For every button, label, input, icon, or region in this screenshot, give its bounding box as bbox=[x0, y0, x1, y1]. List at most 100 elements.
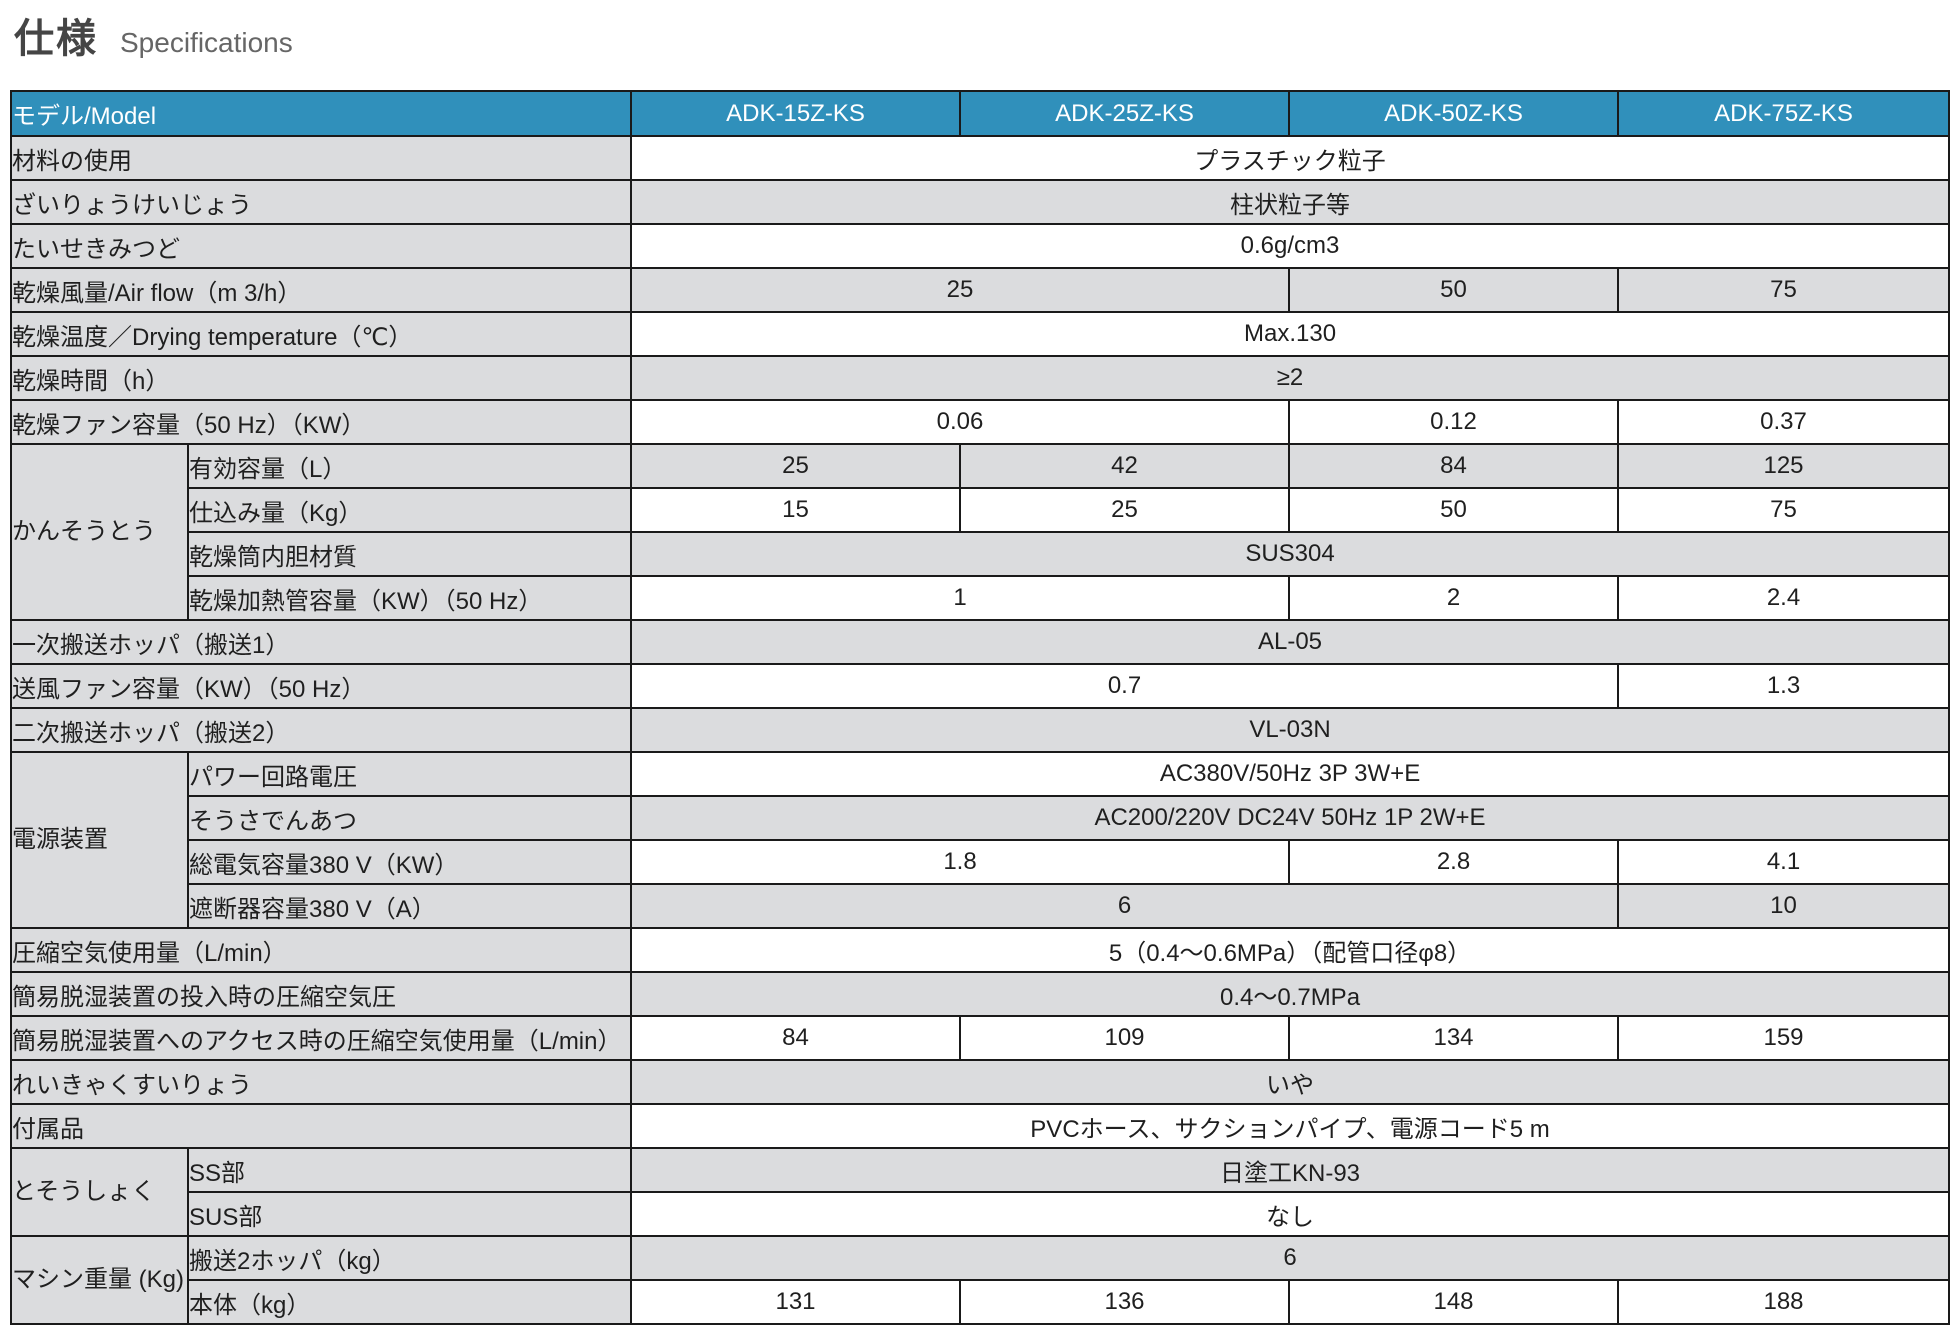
table-row: 簡易脱湿装置の投入時の圧縮空気圧 0.4〜0.7MPa bbox=[9, 971, 1951, 1017]
value-cell: 25 bbox=[630, 267, 1291, 313]
row-label-cell: 乾燥加熱管容量（KW）（50 Hz） bbox=[186, 575, 633, 621]
table-row: とそうしょく SS部 日塗工KN-93 bbox=[10, 1147, 1951, 1237]
value-cell: 188 bbox=[1617, 1279, 1951, 1325]
value-cell: 42 bbox=[959, 443, 1291, 489]
value-cell: いや bbox=[630, 1059, 1951, 1105]
table-row: 二次搬送ホッパ（搬送2） VL-03N bbox=[9, 707, 1951, 753]
row-label-cell: 乾燥ファン容量（50 Hz）（KW） bbox=[9, 399, 633, 445]
table-row: 電源装置 パワー回路電圧 AC380V/50Hz 3P 3W+E bbox=[10, 751, 1951, 929]
table-header-row: モデル/Model ADK-15Z-KS ADK-25Z-KS ADK-50Z-… bbox=[9, 90, 1951, 137]
value-cell: 75 bbox=[1617, 267, 1951, 313]
spec-table: モデル/Model ADK-15Z-KS ADK-25Z-KS ADK-50Z-… bbox=[9, 90, 1951, 1325]
value-cell: 0.06 bbox=[630, 399, 1291, 445]
table-row: 簡易脱湿装置へのアクセス時の圧縮空気使用量（L/min） 84 109 134 159 bbox=[9, 1015, 1951, 1061]
row-label-cell: パワー回路電圧 bbox=[186, 751, 633, 797]
value-cell: SUS304 bbox=[630, 531, 1951, 577]
value-cell: 0.12 bbox=[1288, 399, 1620, 445]
row-label-cell: 本体（kg） bbox=[186, 1279, 633, 1325]
value-cell: 75 bbox=[1617, 487, 1951, 533]
value-cell: VL-03N bbox=[630, 707, 1951, 753]
value-cell: AL-05 bbox=[630, 619, 1951, 665]
value-cell: 159 bbox=[1617, 1015, 1951, 1061]
value-cell: なし bbox=[630, 1191, 1951, 1237]
table-row: 付属品 PVCホース、サクションパイプ、電源コード5 m bbox=[9, 1103, 1951, 1149]
value-cell: 50 bbox=[1288, 267, 1620, 313]
value-cell: 84 bbox=[1288, 443, 1620, 489]
row-label-cell: 簡易脱湿装置へのアクセス時の圧縮空気使用量（L/min） bbox=[9, 1015, 633, 1061]
value-cell: 柱状粒子等 bbox=[630, 179, 1951, 225]
table-row: ざいりょうけいじょう 柱状粒子等 bbox=[9, 179, 1951, 225]
value-cell: 125 bbox=[1617, 443, 1951, 489]
table-row: 総電気容量380 V（KW） 1.8 2.8 4.1 bbox=[11, 839, 1951, 885]
table-row: 一次搬送ホッパ（搬送1） AL-05 bbox=[9, 619, 1951, 665]
value-cell: 4.1 bbox=[1617, 839, 1951, 885]
group-label-cell: 電源装置 bbox=[10, 751, 189, 929]
row-label-cell: 乾燥温度／Drying temperature（℃） bbox=[9, 311, 633, 357]
value-cell: 日塗工KN-93 bbox=[630, 1147, 1951, 1193]
table-row: そうさでんあつ AC200/220V DC24V 50Hz 1P 2W+E bbox=[11, 795, 1951, 841]
model-header-cell: ADK-15Z-KS bbox=[630, 90, 962, 137]
value-cell: プラスチック粒子 bbox=[630, 135, 1951, 181]
table-row: 遮断器容量380 V（A） 6 10 bbox=[11, 883, 1951, 929]
table-row: SUS部 なし bbox=[11, 1191, 1951, 1237]
model-header-cell: ADK-50Z-KS bbox=[1288, 90, 1620, 137]
value-cell: 25 bbox=[959, 487, 1291, 533]
table-row: 乾燥筒内胆材質 SUS304 bbox=[11, 531, 1951, 577]
value-cell: 2 bbox=[1288, 575, 1620, 621]
value-cell: 136 bbox=[959, 1279, 1291, 1325]
table-row: かんそうとう 有効容量（L） 25 42 84 125 bbox=[10, 443, 1951, 621]
value-cell: 1 bbox=[630, 575, 1291, 621]
value-cell: 1.8 bbox=[630, 839, 1291, 885]
row-label-cell: 乾燥風量/Air flow（m 3/h） bbox=[9, 267, 633, 313]
table-row: 圧縮空気使用量（L/min） 5（0.4〜0.6MPa）（配管口径φ8） bbox=[9, 927, 1951, 973]
row-label-cell: ざいりょうけいじょう bbox=[9, 179, 633, 225]
row-label-cell: 材料の使用 bbox=[9, 135, 633, 181]
row-label-cell: 付属品 bbox=[9, 1103, 633, 1149]
row-label-cell: 送風ファン容量（KW）（50 Hz） bbox=[9, 663, 633, 709]
table-row: 乾燥風量/Air flow（m 3/h） 25 50 75 bbox=[9, 267, 1951, 313]
value-cell: 0.4〜0.7MPa bbox=[630, 971, 1951, 1017]
value-cell: 15 bbox=[630, 487, 962, 533]
table-row: たいせきみつど 0.6g/cm3 bbox=[9, 223, 1951, 269]
table-row: 乾燥ファン容量（50 Hz）（KW） 0.06 0.12 0.37 bbox=[9, 399, 1951, 445]
row-label-cell: たいせきみつど bbox=[9, 223, 633, 269]
value-cell: 109 bbox=[959, 1015, 1291, 1061]
group-label-cell: マシン重量 (Kg) bbox=[10, 1235, 189, 1325]
value-cell: 2.4 bbox=[1617, 575, 1951, 621]
row-label-cell: 二次搬送ホッパ（搬送2） bbox=[9, 707, 633, 753]
row-label-cell: 遮断器容量380 V（A） bbox=[186, 883, 633, 929]
table-row: 本体（kg） 131 136 148 188 bbox=[11, 1279, 1951, 1325]
value-cell: 6 bbox=[630, 883, 1620, 929]
value-cell: 0.6g/cm3 bbox=[630, 223, 1951, 269]
row-label-cell: 圧縮空気使用量（L/min） bbox=[9, 927, 633, 973]
value-cell: 84 bbox=[630, 1015, 962, 1061]
value-cell: AC380V/50Hz 3P 3W+E bbox=[630, 751, 1951, 797]
model-label-cell: モデル/Model bbox=[9, 90, 633, 137]
row-label-cell: 搬送2ホッパ（kg） bbox=[186, 1235, 633, 1281]
value-cell: Max.130 bbox=[630, 311, 1951, 357]
model-header-cell: ADK-25Z-KS bbox=[959, 90, 1291, 137]
value-cell: 134 bbox=[1288, 1015, 1620, 1061]
page-title: 仕様 Specifications bbox=[14, 6, 293, 64]
value-cell: 0.37 bbox=[1617, 399, 1951, 445]
row-label-cell: 有効容量（L） bbox=[186, 443, 633, 489]
table-row: マシン重量 (Kg) 搬送2ホッパ（kg） 6 bbox=[10, 1235, 1951, 1325]
value-cell: 131 bbox=[630, 1279, 962, 1325]
row-label-cell: 乾燥時間（h） bbox=[9, 355, 633, 401]
group-label-cell: かんそうとう bbox=[10, 443, 189, 621]
table-row: 送風ファン容量（KW）（50 Hz） 0.7 1.3 bbox=[9, 663, 1951, 709]
row-label-cell: 一次搬送ホッパ（搬送1） bbox=[9, 619, 633, 665]
value-cell: 25 bbox=[630, 443, 962, 489]
value-cell: 0.7 bbox=[630, 663, 1620, 709]
group-label-cell: とそうしょく bbox=[10, 1147, 189, 1237]
table-row: 仕込み量（Kg） 15 25 50 75 bbox=[11, 487, 1951, 533]
row-label-cell: 総電気容量380 V（KW） bbox=[186, 839, 633, 885]
row-label-cell: SS部 bbox=[186, 1147, 633, 1193]
value-cell: 5（0.4〜0.6MPa）（配管口径φ8） bbox=[630, 927, 1951, 973]
title-english: Specifications bbox=[120, 27, 293, 58]
table-row: 乾燥温度／Drying temperature（℃） Max.130 bbox=[9, 311, 1951, 357]
value-cell: 10 bbox=[1617, 883, 1951, 929]
value-cell: 6 bbox=[630, 1235, 1951, 1281]
value-cell: PVCホース、サクションパイプ、電源コード5 m bbox=[630, 1103, 1951, 1149]
